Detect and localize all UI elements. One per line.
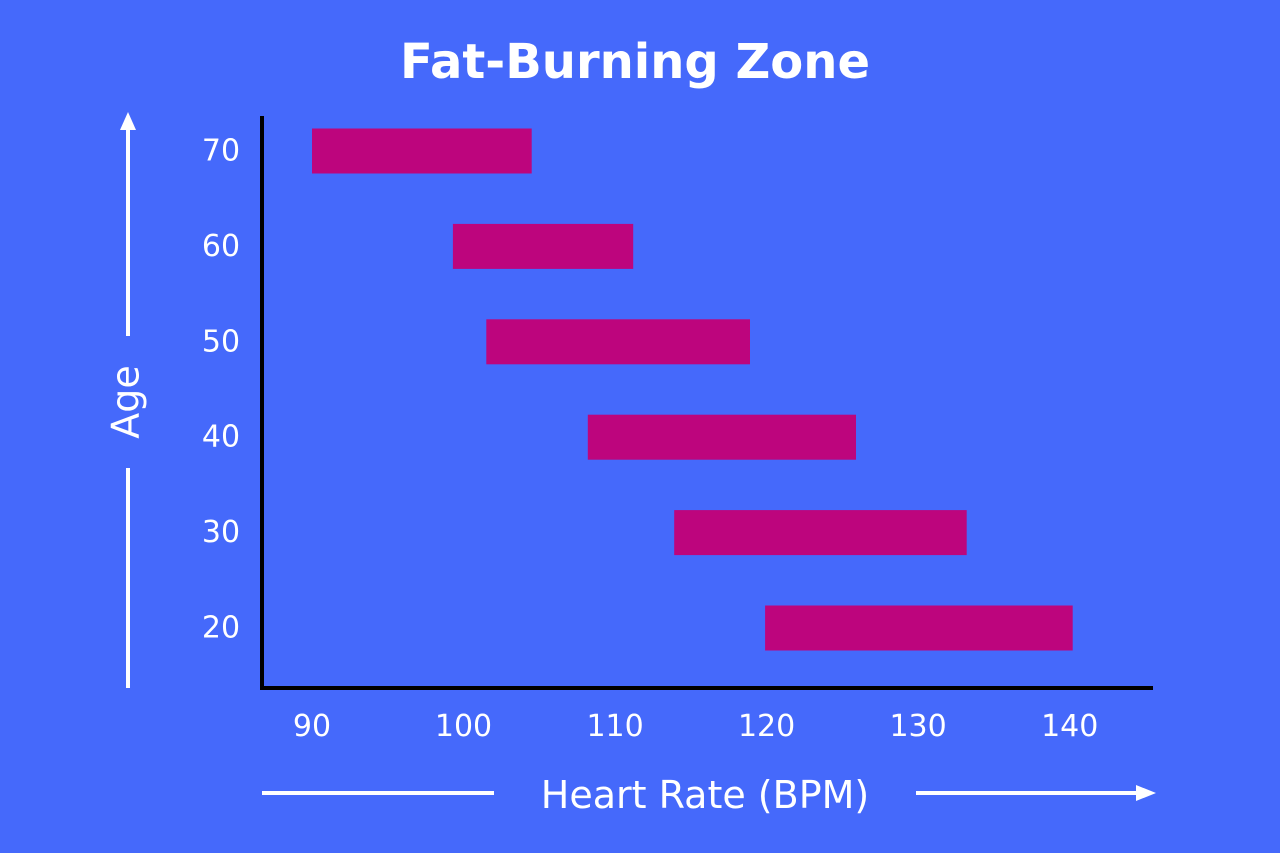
- y-tick-40: 40: [202, 420, 240, 455]
- x-tick-140: 140: [1041, 709, 1098, 744]
- x-tick-90: 90: [293, 709, 331, 744]
- x-axis-label: Heart Rate (BPM): [541, 773, 869, 817]
- chart-title: Fat-Burning Zone: [400, 34, 870, 90]
- bar-age-60: [452, 223, 634, 269]
- bars-group: [312, 128, 1073, 651]
- x-tick-100: 100: [435, 709, 492, 744]
- bar-age-50: [486, 319, 750, 365]
- bar-age-20: [765, 605, 1073, 651]
- bar-age-70: [312, 128, 532, 174]
- y-tick-50: 50: [202, 324, 240, 359]
- x-arrow-head-icon: [1136, 785, 1156, 801]
- y-tick-labels: 70 60 50 40 30 20: [202, 134, 240, 646]
- x-tick-110: 110: [586, 709, 643, 744]
- x-tick-labels: 90 100 110 120 130 140: [293, 709, 1098, 744]
- y-tick-20: 20: [202, 611, 240, 646]
- x-tick-130: 130: [889, 709, 946, 744]
- y-arrow-head-icon: [120, 112, 136, 130]
- bar-age-30: [674, 510, 967, 556]
- y-tick-70: 70: [202, 134, 240, 169]
- bar-age-40: [587, 414, 856, 460]
- y-tick-30: 30: [202, 515, 240, 550]
- x-tick-120: 120: [738, 709, 795, 744]
- y-tick-60: 60: [202, 229, 240, 264]
- y-axis-label: Age: [104, 365, 148, 439]
